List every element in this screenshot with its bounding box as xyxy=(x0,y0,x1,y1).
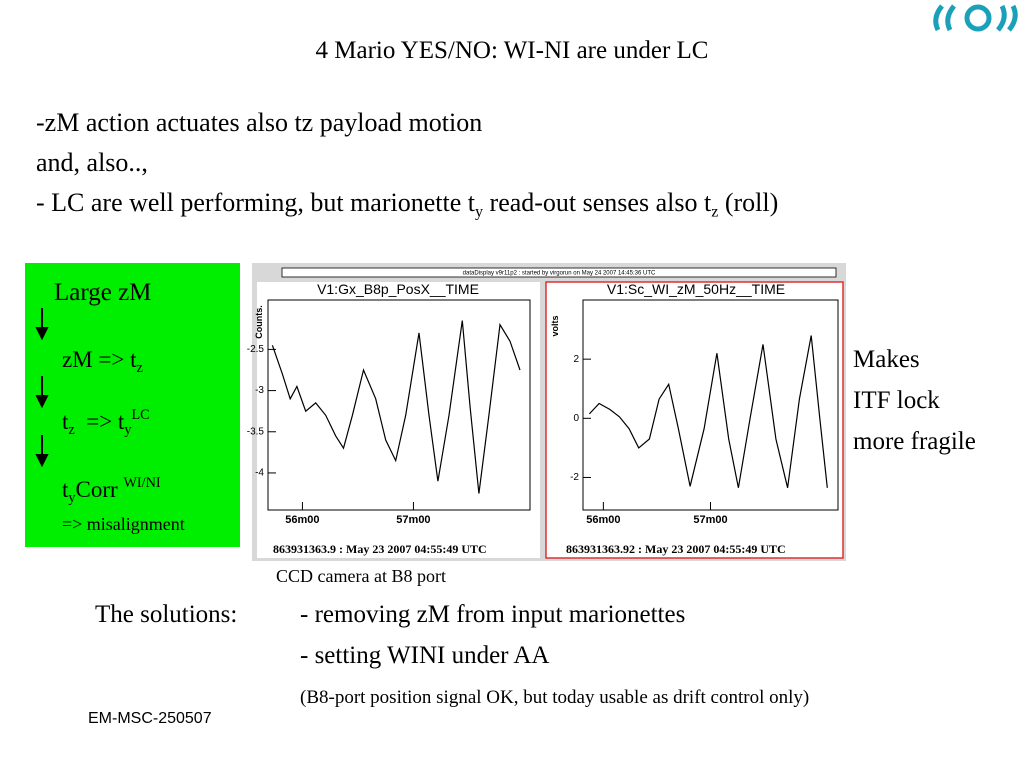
y-tick-label: -2 xyxy=(570,472,579,483)
display-header: dataDisplay v9r11p2 : started by virgoru… xyxy=(463,271,656,277)
solution-item: - setting WINI under AA xyxy=(300,642,550,669)
solution-item: - removing zM from input marionettes xyxy=(300,601,686,628)
footer: EM-MSC-250507 xyxy=(88,710,212,727)
sidebar-heading: Large zM xyxy=(54,279,152,306)
x-tick-label: 57m00 xyxy=(396,514,430,526)
x-tick-label: 56m00 xyxy=(285,514,319,526)
sidebar-step: tz => tyLC xyxy=(62,408,150,437)
subscript: z xyxy=(711,203,719,221)
superscript: LC xyxy=(131,407,150,423)
subscript: y xyxy=(68,489,76,506)
plot-footer: 863931363.9 : May 23 2007 04:55:49 UTC xyxy=(273,542,487,556)
caption: CCD camera at B8 port xyxy=(276,566,446,586)
superscript: WI/NI xyxy=(123,475,161,491)
trace xyxy=(271,320,521,494)
display-header-bar xyxy=(281,267,837,278)
y-tick-label: -4 xyxy=(255,468,264,479)
trace xyxy=(588,335,828,488)
plot-panel xyxy=(257,282,540,558)
text: zM => t xyxy=(62,347,137,372)
text: => t xyxy=(74,408,125,434)
solution-note: (B8-port position signal OK, but today u… xyxy=(300,687,810,708)
y-tick-label: -3 xyxy=(255,385,264,396)
y-tick-label: 2 xyxy=(573,354,579,365)
text: read-out senses also t xyxy=(483,188,712,217)
text-line: -zM action actuates also tz payload moti… xyxy=(36,108,483,137)
highlight-box xyxy=(25,263,240,547)
side-note: Makes xyxy=(853,346,920,373)
plot-title: V1:Sc_WI_zM_50Hz__TIME xyxy=(607,281,785,297)
subscript: y xyxy=(124,421,132,438)
x-tick-label: 56m00 xyxy=(586,514,620,526)
sidebar-note: => misalignment xyxy=(62,514,185,534)
y-axis-label: volts xyxy=(550,315,560,336)
sidebar-step: tyCorr WI/NI xyxy=(62,476,161,505)
side-note: ITF lock xyxy=(853,387,940,414)
plot-panel xyxy=(545,281,844,559)
solutions-label: The solutions: xyxy=(95,601,238,628)
side-note: more fragile xyxy=(853,428,976,455)
text: (roll) xyxy=(718,188,779,217)
y-tick-label: -3.5 xyxy=(247,426,265,437)
sidebar-step: zM => tz xyxy=(62,348,143,375)
plot-footer: 863931363.92 : May 23 2007 04:55:49 UTC xyxy=(566,542,786,556)
subscript: z xyxy=(136,359,143,376)
y-tick-label: -2.5 xyxy=(247,344,265,355)
slide-title: 4 Mario YES/NO: WI-NI are under LC xyxy=(315,37,709,64)
text: - LC are well performing, but marionette… xyxy=(36,188,475,217)
y-tick-label: 0 xyxy=(573,413,579,424)
plot-title: V1:Gx_B8p_PosX__TIME xyxy=(317,281,479,297)
y-axis-label: Counts. xyxy=(254,305,264,339)
arrows xyxy=(35,308,49,468)
subscript: y xyxy=(474,203,484,221)
x-tick-label: 57m00 xyxy=(693,514,727,526)
subscript: z xyxy=(68,421,75,438)
text: Corr xyxy=(75,476,124,502)
text: t xyxy=(62,476,69,502)
logo xyxy=(933,4,1018,32)
text-line: and, also.., xyxy=(36,148,148,177)
text-line: - LC are well performing, but marionette… xyxy=(36,190,778,221)
plot-frame xyxy=(267,299,531,511)
text: t xyxy=(62,408,69,434)
